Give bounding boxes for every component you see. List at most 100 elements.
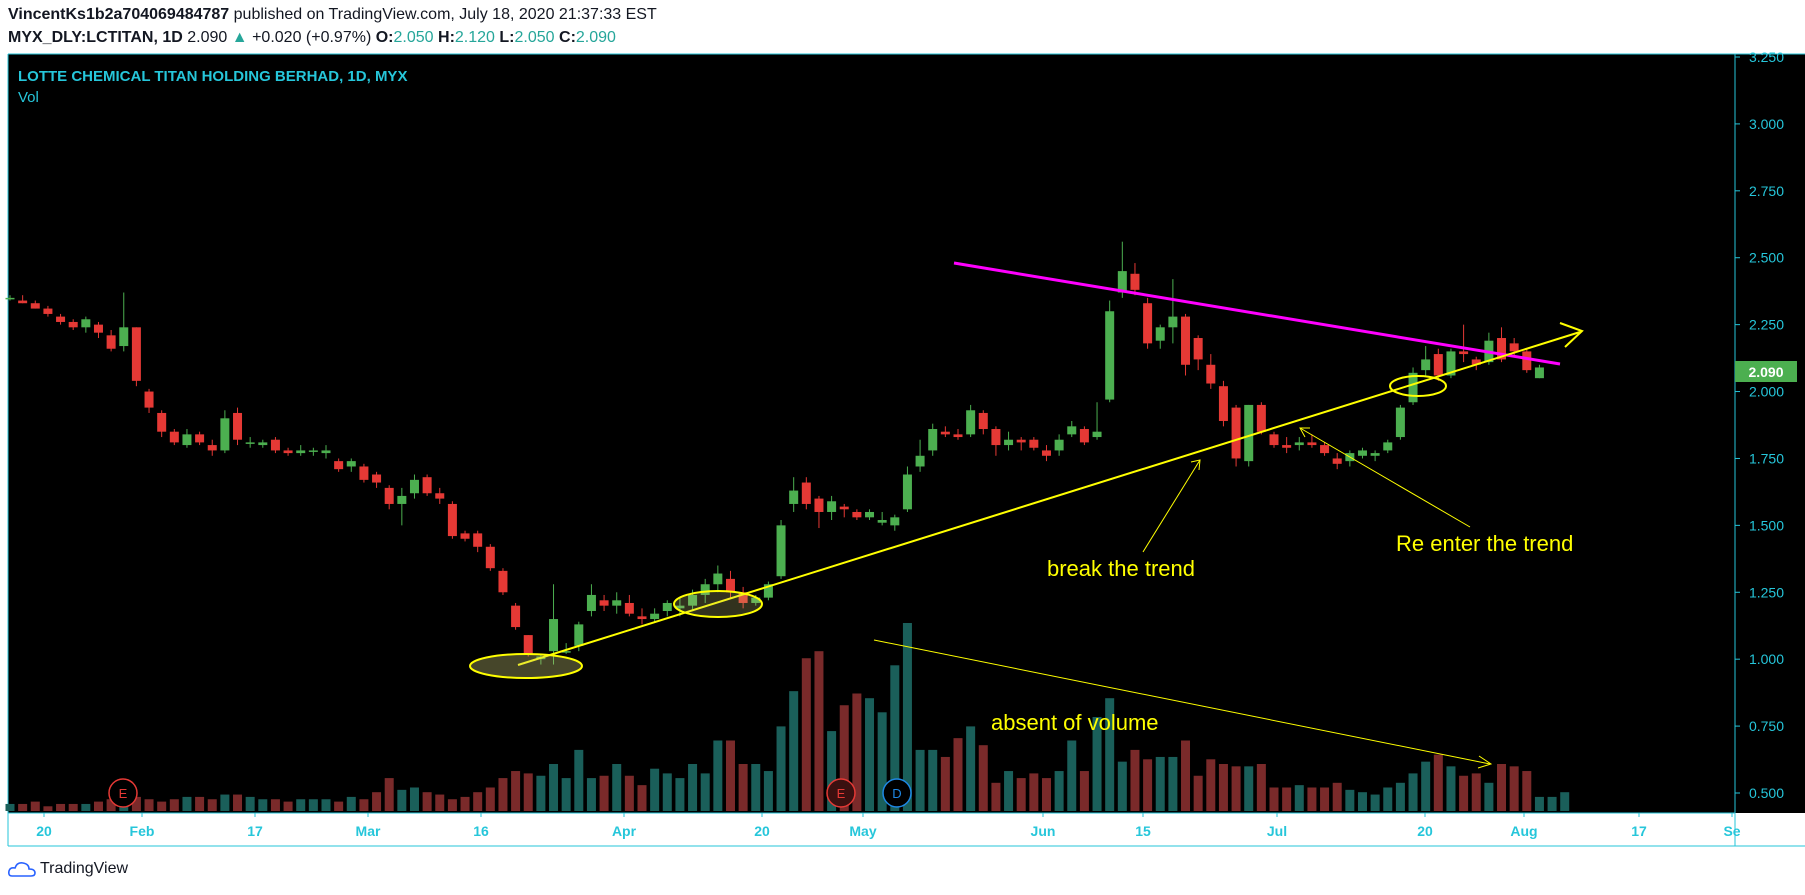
volume-bar bbox=[169, 799, 179, 811]
tradingview-brand: TradingView bbox=[40, 860, 129, 877]
publisher-name[interactable]: VincentKs1b2a704069484787 bbox=[8, 6, 230, 23]
candle bbox=[966, 404, 976, 438]
price-tick-label: 1.000 bbox=[1749, 651, 1784, 667]
volume-bar bbox=[1269, 787, 1279, 811]
volume-bar bbox=[1459, 775, 1469, 811]
candle bbox=[865, 509, 875, 521]
candle bbox=[81, 316, 91, 333]
high-value: 2.120 bbox=[454, 29, 495, 46]
candle bbox=[1256, 402, 1266, 435]
volume-bar bbox=[902, 623, 912, 811]
candle bbox=[106, 329, 116, 352]
candle bbox=[1143, 297, 1153, 349]
candle bbox=[637, 608, 647, 625]
time-tick-label: 17 bbox=[1631, 823, 1647, 839]
time-tick-label: 17 bbox=[247, 823, 263, 839]
annotation-reenter-trend[interactable]: Re enter the trend bbox=[1396, 531, 1573, 556]
volume-bar bbox=[978, 745, 988, 811]
volume-bar bbox=[182, 796, 192, 811]
candle bbox=[1193, 335, 1203, 371]
volume-bar bbox=[1193, 775, 1203, 811]
volume-bar bbox=[561, 778, 571, 811]
candle bbox=[1155, 324, 1165, 349]
candle bbox=[1206, 354, 1216, 389]
support-trendline[interactable] bbox=[517, 331, 1581, 666]
annotation-absent-volume[interactable]: absent of volume bbox=[991, 710, 1159, 735]
dividend-marker-may[interactable]: D bbox=[882, 778, 912, 808]
volume-bar bbox=[1181, 740, 1191, 811]
tradingview-logo[interactable]: TradingView bbox=[8, 860, 128, 878]
earnings-marker-may[interactable]: E bbox=[826, 778, 856, 808]
candle bbox=[30, 300, 40, 309]
candle bbox=[599, 594, 609, 612]
candle bbox=[1130, 263, 1140, 296]
candle bbox=[839, 503, 849, 518]
candle bbox=[258, 439, 268, 448]
candle bbox=[460, 530, 470, 542]
price-tick-label: 3.250 bbox=[1749, 49, 1784, 65]
volume-bar bbox=[1484, 782, 1494, 811]
candle bbox=[940, 426, 950, 438]
support-touch-ellipse-1[interactable] bbox=[469, 653, 583, 679]
candle bbox=[1067, 420, 1077, 438]
candle bbox=[220, 410, 230, 454]
candle bbox=[549, 584, 559, 665]
candle bbox=[650, 608, 660, 622]
volume-bar bbox=[131, 796, 141, 811]
volume-bar bbox=[662, 773, 672, 811]
volume-bar bbox=[1054, 771, 1064, 811]
candle bbox=[435, 487, 445, 504]
candle bbox=[119, 292, 129, 352]
candle bbox=[144, 388, 154, 413]
support-touch-ellipse-2[interactable] bbox=[673, 590, 763, 618]
candle bbox=[827, 495, 837, 521]
earnings-marker-feb[interactable]: E bbox=[108, 778, 138, 808]
chart-background bbox=[8, 54, 1735, 813]
volume-bar bbox=[725, 740, 735, 811]
volume-bar bbox=[738, 764, 748, 811]
candle bbox=[409, 474, 419, 499]
volume-bar bbox=[81, 803, 91, 811]
volume-bar bbox=[688, 764, 698, 811]
candle bbox=[561, 643, 571, 654]
candle bbox=[1041, 445, 1051, 462]
volume-bar bbox=[18, 803, 28, 811]
price-tick-label: 1.750 bbox=[1749, 450, 1784, 466]
volume-bar bbox=[334, 801, 344, 811]
volume-bar bbox=[1092, 717, 1102, 811]
volume-bar bbox=[940, 756, 950, 811]
volume-bar bbox=[321, 799, 331, 811]
resistance-line[interactable] bbox=[953, 261, 1561, 366]
volume-bar bbox=[991, 782, 1001, 811]
volume-bar bbox=[650, 768, 660, 811]
volume-bar bbox=[233, 794, 243, 811]
candle bbox=[1168, 279, 1178, 344]
volume-bar bbox=[258, 799, 268, 811]
candle bbox=[725, 570, 735, 598]
volume-indicator-label[interactable]: Vol bbox=[18, 89, 39, 106]
volume-bar bbox=[245, 796, 255, 811]
volume-bar bbox=[1421, 761, 1431, 811]
candle bbox=[511, 602, 521, 630]
volume-bar bbox=[1041, 778, 1051, 811]
volume-bar bbox=[106, 799, 116, 811]
volume-bar bbox=[384, 778, 394, 811]
support-touch-ellipse-3[interactable] bbox=[1389, 375, 1447, 397]
annotation-break-trend[interactable]: break the trend bbox=[1047, 556, 1195, 581]
time-tick-label: 20 bbox=[36, 823, 52, 839]
candle bbox=[978, 410, 988, 435]
candle bbox=[1383, 439, 1393, 454]
candle bbox=[586, 584, 596, 617]
candle bbox=[1004, 431, 1014, 451]
volume-bar bbox=[1370, 794, 1380, 811]
volume-bar bbox=[776, 726, 786, 811]
volume-bar bbox=[1307, 787, 1317, 811]
volume-bar bbox=[827, 731, 837, 811]
candle bbox=[1522, 348, 1532, 373]
candle bbox=[384, 485, 394, 510]
candle bbox=[56, 313, 66, 325]
volume-bar bbox=[30, 801, 40, 811]
volume-bar bbox=[485, 787, 495, 811]
volume-bar bbox=[1357, 792, 1367, 811]
